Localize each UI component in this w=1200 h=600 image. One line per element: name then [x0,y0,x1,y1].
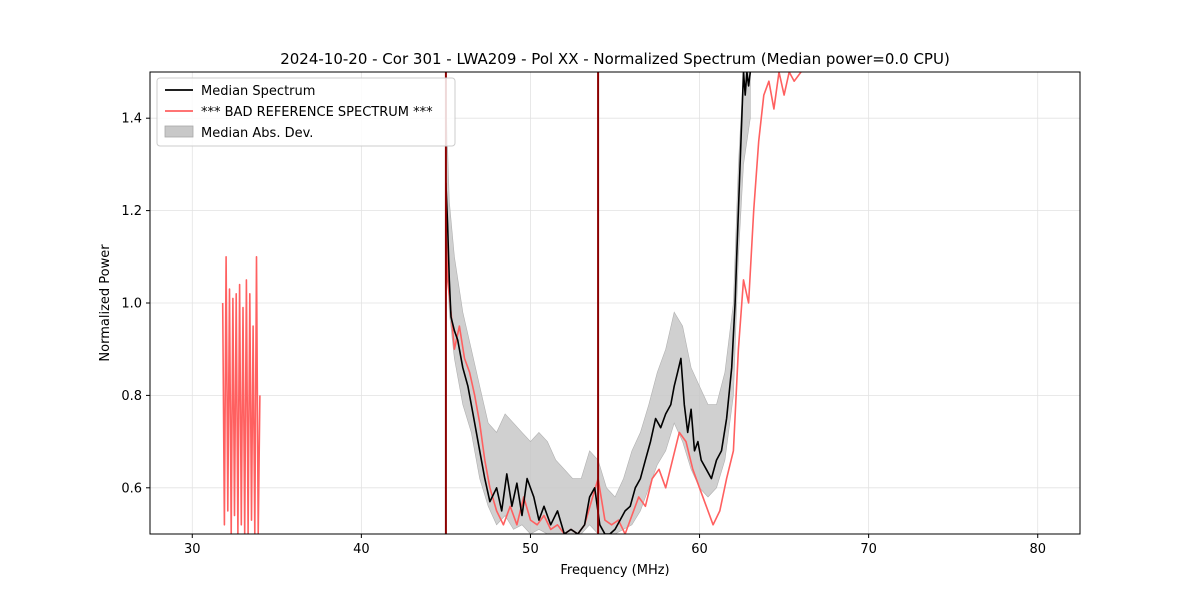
x-axis-label: Frequency (MHz) [560,563,669,578]
legend: Median Spectrum *** BAD REFERENCE SPECTR… [156,77,456,147]
legend-bad-reference-label: *** BAD REFERENCE SPECTRUM *** [201,105,433,120]
x-tick-label: 50 [522,542,539,557]
mad-band [445,72,751,534]
bad-reference-line [221,255,261,534]
legend-median-label: Median Spectrum [201,84,315,99]
x-tick-label: 70 [860,542,877,557]
x-tick-label: 40 [353,542,370,557]
legend-mad-swatch [164,125,194,138]
y-axis-ticks: 0.6 0.8 1.0 1.2 1.4 [121,112,150,496]
x-tick-label: 30 [184,542,201,557]
legend-box [156,77,456,147]
median-spectrum-line [445,72,752,534]
y-axis-label: Normalized Power [98,244,113,362]
y-tick-label: 1.4 [121,112,142,127]
y-tick-label: 0.6 [121,481,142,496]
x-tick-label: 60 [691,542,708,557]
y-tick-label: 1.2 [121,204,142,219]
plot-area [221,72,802,534]
legend-mad-label: Median Abs. Dev. [201,126,313,141]
y-tick-label: 0.8 [121,389,142,404]
x-axis-ticks: 30 40 50 60 70 80 [184,534,1046,557]
bad-reference-line [445,72,802,534]
x-tick-label: 80 [1029,542,1046,557]
chart-title: 2024-10-20 - Cor 301 - LWA209 - Pol XX -… [280,50,950,68]
y-tick-label: 1.0 [121,297,142,312]
